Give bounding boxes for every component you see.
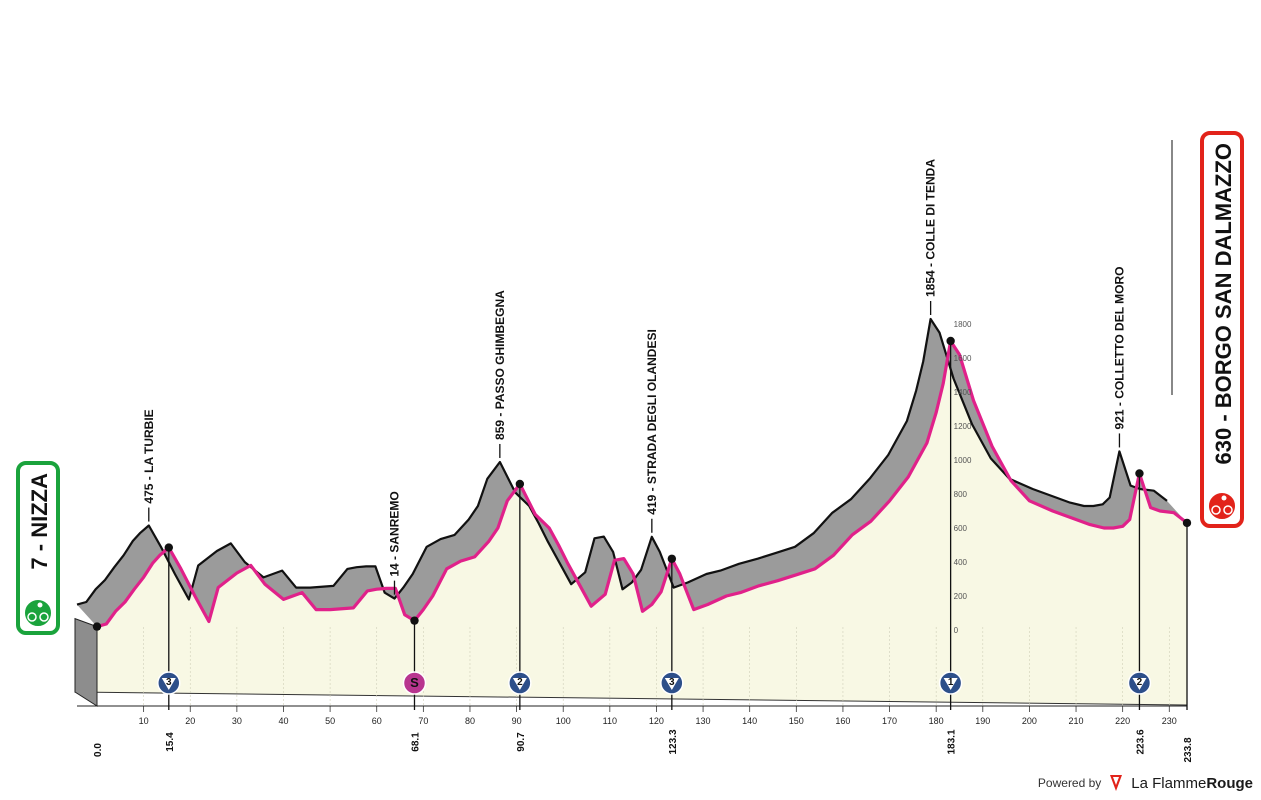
y-axis-ticks: 0 200 400 600 800 1000 1200 1400 1600 1800: [954, 320, 972, 635]
x-tick-label: 170: [882, 716, 897, 726]
y-tick-label: 800: [954, 490, 968, 499]
climb-km-label: 15.4: [165, 732, 176, 752]
flame-logo-icon: [1110, 775, 1123, 791]
climb-dot: [946, 336, 955, 346]
climb-label: 1854 - COLLE DI TENDA: [924, 159, 938, 297]
climb-label: 419 - STRADA DEGLI OLANDESI: [645, 329, 659, 515]
brand-name: La FlammeRouge: [1131, 775, 1253, 792]
ground-layer: [74, 339, 1188, 707]
x-tick-label: 210: [1069, 716, 1084, 726]
start-dot: [92, 622, 102, 631]
x-tick-label: 180: [929, 716, 944, 726]
category-triangle-icon: [512, 678, 527, 690]
x-tick-label: 150: [789, 716, 804, 726]
wheel-icon: [39, 612, 49, 622]
x-tick-label: 70: [418, 716, 428, 726]
y-tick-label: 1200: [954, 422, 972, 431]
place-km-label: 233.8: [1183, 737, 1194, 762]
y-tick-label: 1800: [954, 320, 972, 329]
place-label: 630 - BORGO SAN DALMAZZO: [1211, 143, 1236, 464]
side-face: [74, 617, 98, 707]
climb-dot: [667, 554, 677, 563]
x-tick-label: 10: [139, 716, 149, 726]
cyclist-icon: [23, 598, 53, 628]
brand-part-b: Rouge: [1206, 774, 1253, 792]
category-triangle-icon: [1132, 678, 1147, 690]
powered-by-label: Powered by: [1037, 776, 1102, 790]
climb-label: 14 - SANREMO: [387, 491, 401, 576]
climb-km-label: 90.7: [516, 732, 527, 752]
category-triangle-icon: [161, 678, 176, 690]
climb-markers: 475 - LA TURBIE 3 15.4 14 - SANREMO S 68.1 859…: [142, 159, 1152, 755]
climb-km-label: 123.3: [668, 729, 679, 754]
x-tick-label: 230: [1162, 716, 1177, 726]
place-badges: 7 - NIZZA 630 - BORGO SAN DALMAZZO: [16, 131, 1244, 710]
x-tick-label: 90: [512, 716, 522, 726]
climb-dot: [1135, 469, 1144, 478]
climb-label: 475 - LA TURBIE: [142, 409, 156, 503]
wheel-icon: [1211, 505, 1221, 515]
climb-dot: [164, 543, 173, 552]
category-triangle-icon: [664, 678, 679, 690]
climb-category: S: [410, 675, 419, 690]
cyclist-icon: [1207, 491, 1237, 521]
y-tick-label: 600: [954, 524, 968, 533]
place-badge-frame: [1200, 131, 1244, 528]
x-tick-label: 100: [556, 716, 571, 726]
y-tick-label: 1400: [954, 388, 972, 397]
relief-ridge-line: [76, 317, 1168, 606]
x-tick-label: 120: [649, 716, 664, 726]
place-km-label: 0.0: [93, 743, 104, 757]
x-tick-label: 50: [325, 716, 335, 726]
footer: Powered by La FlammeRouge: [1038, 774, 1253, 792]
x-tick-label: 110: [603, 716, 617, 726]
climb-label: 859 - PASSO GHIMBEGNA: [493, 290, 507, 440]
x-axis-ticks: 10 20 30 40 50 60 70 80 90 100 110 120 130 140 150 160 1…: [77, 705, 1194, 763]
place-label: 7 - NIZZA: [27, 473, 52, 570]
route-line: [96, 339, 1188, 629]
route-layer: [96, 339, 1188, 629]
climb-category: 3: [166, 677, 172, 688]
start-badge: 7 - NIZZA: [16, 461, 60, 635]
climb-km-label: 183.1: [947, 729, 958, 754]
wheel-icon: [1223, 505, 1233, 515]
climb-dot: [515, 479, 525, 489]
climb-km-label: 68.1: [410, 732, 421, 752]
x-tick-label: 140: [742, 716, 757, 726]
x-tick-label: 40: [278, 716, 288, 726]
rider-head-icon: [1221, 495, 1227, 501]
wheel-icon: [27, 612, 37, 622]
rider-head-icon: [37, 602, 43, 608]
x-tick-label: 130: [696, 716, 711, 726]
x-tick-label: 60: [372, 716, 382, 726]
y-tick-label: 400: [954, 558, 968, 567]
brand-part-a: La Flamme: [1131, 774, 1207, 792]
category-triangle-icon: [943, 678, 958, 690]
y-tick-label: 1600: [954, 354, 972, 363]
climb-category: 2: [1137, 677, 1143, 688]
x-tick-label: 20: [185, 716, 195, 726]
x-tick-label: 30: [232, 716, 242, 726]
y-tick-label: 0: [954, 626, 959, 635]
climb-category: 2: [517, 677, 523, 688]
y-tick-label: 200: [954, 592, 968, 601]
x-tick-label: 200: [1022, 716, 1037, 726]
x-tick-label: 80: [465, 716, 475, 726]
climb-category: 1: [948, 677, 954, 688]
x-tick-label: 220: [1115, 716, 1130, 726]
climb-label: 921 - COLLETTO DEL MORO: [1112, 267, 1126, 430]
ground-area: [74, 339, 1188, 706]
y-tick-label: 1000: [954, 456, 972, 465]
climb-km-label: 223.6: [1135, 729, 1146, 754]
climb-category: 3: [669, 677, 675, 688]
climb-dot: [410, 616, 419, 625]
sprint-badge: [402, 671, 427, 695]
x-tick-label: 190: [975, 716, 990, 726]
x-tick-label: 160: [835, 716, 850, 726]
place-badge-frame: [16, 461, 60, 635]
finish-badge: 630 - BORGO SAN DALMAZZO: [1200, 131, 1244, 528]
relief-layer: [76, 317, 1187, 627]
